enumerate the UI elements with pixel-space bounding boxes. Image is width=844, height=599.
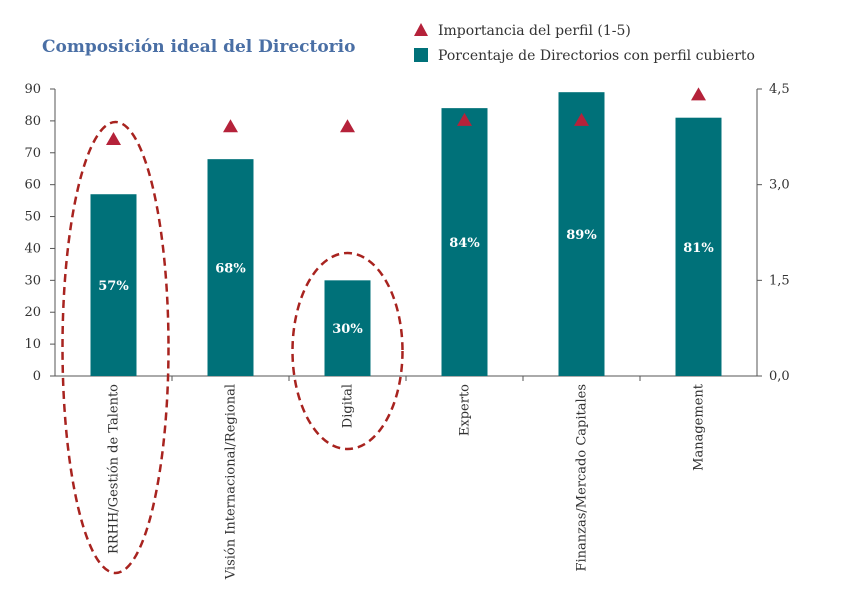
left-tick-label: 30 [24, 273, 41, 288]
importance-marker [223, 119, 238, 133]
marker-series [106, 87, 706, 146]
axes: 0 10 20 30 40 50 60 70 80 90 0,0 1,5 3,0 4,5 [24, 82, 789, 384]
right-tick-label: 4,5 [769, 82, 790, 97]
category-labels: RRHH/Gestión de Talento Visión Internacio… [107, 383, 707, 580]
right-tick-label: 1,5 [769, 273, 790, 288]
chart-title: Composición ideal del Directorio [42, 37, 355, 57]
bar [441, 108, 488, 376]
legend-square-icon [414, 48, 428, 62]
left-tick-label: 20 [24, 305, 41, 320]
legend-label-percentage: Porcentaje de Directorios con perfil cub… [438, 48, 755, 64]
right-tick-label: 0,0 [769, 369, 790, 384]
bar [558, 92, 605, 376]
bar-data-label: 84% [449, 236, 480, 251]
bar-data-label: 81% [683, 241, 714, 256]
importance-marker [340, 119, 355, 133]
left-tick-label: 60 [24, 178, 41, 193]
left-tick-label: 50 [24, 210, 41, 225]
left-tick-label: 70 [24, 146, 41, 161]
legend: Importancia del perfil (1-5) Porcentaje … [414, 23, 755, 64]
category-label: Finanzas/Mercado Capitales [575, 384, 590, 572]
bar [207, 159, 254, 376]
highlight-ellipses [61, 120, 404, 575]
left-tick-label: 80 [24, 114, 41, 129]
importance-marker [691, 87, 706, 101]
bar [324, 280, 371, 376]
legend-label-importance: Importancia del perfil (1-5) [438, 23, 631, 39]
category-label: Visión Internacional/Regional [224, 384, 239, 580]
bar [675, 117, 722, 376]
bar-data-label: 89% [566, 228, 597, 243]
category-label: RRHH/Gestión de Talento [107, 384, 122, 554]
left-tick-label: 90 [24, 82, 41, 97]
left-tick-label: 10 [24, 337, 41, 352]
bar [90, 194, 137, 376]
bar-data-label: 57% [98, 279, 129, 294]
legend-triangle-icon [414, 23, 428, 36]
category-label: Digital [341, 384, 356, 428]
right-tick-label: 3,0 [769, 178, 790, 193]
importance-marker [106, 132, 121, 146]
bar-data-label: 30% [332, 322, 363, 337]
bar-series: 57% 68% 30% 84% 89% 81% [90, 92, 722, 376]
left-tick-label: 0 [33, 369, 41, 384]
category-label: Management [692, 383, 707, 471]
bar-data-label: 68% [215, 262, 246, 277]
left-tick-label: 40 [24, 241, 41, 256]
highlight-ellipse [61, 120, 170, 575]
importance-marker [457, 112, 472, 126]
category-label: Experto [458, 384, 473, 436]
importance-marker [574, 112, 589, 126]
highlight-ellipse [291, 251, 404, 451]
